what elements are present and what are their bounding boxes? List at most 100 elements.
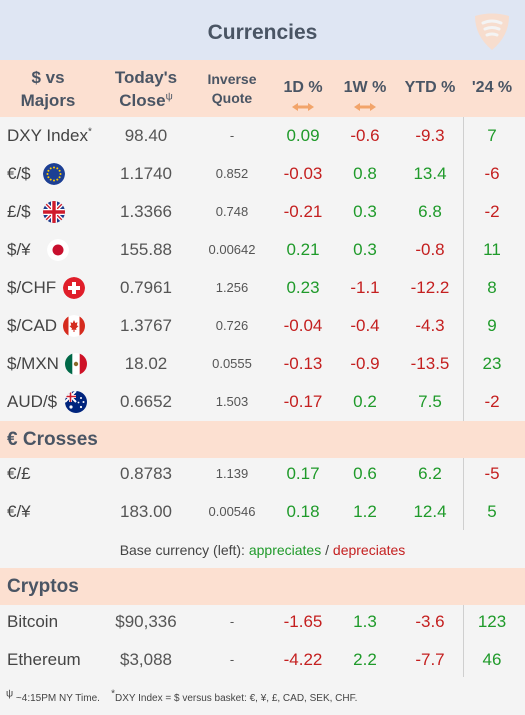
change-2024: 5 [487, 502, 497, 521]
table-row: $/CHF 0.7961 1.256 0.23 -1.1 -12.2 8 [0, 269, 525, 307]
close-value: 0.6652 [120, 392, 172, 411]
change-2024: 9 [487, 316, 497, 335]
change-ytd: 7.5 [418, 392, 442, 411]
change-ytd: -0.8 [415, 240, 445, 259]
change-1w: 0.2 [353, 392, 377, 411]
table-row: Ethereum $3,088 - -4.22 2.2 -7.7 46 [0, 641, 525, 679]
legend-separator: / [321, 542, 333, 558]
sort-arrows-icon[interactable] [292, 103, 314, 111]
table-row: £/$ 1.3366 0.748 -0.21 0.3 6.8 -2 [0, 193, 525, 231]
col-header-1w[interactable]: 1W % [343, 79, 387, 96]
close-value: 155.88 [120, 240, 172, 259]
col-header-majors: $ vs Majors [20, 68, 76, 110]
row-label: DXY Index* [7, 126, 92, 145]
change-1w: -0.9 [350, 354, 380, 373]
change-ytd: -7.7 [415, 650, 445, 669]
col-header-inverse: Inverse Quote [207, 71, 257, 106]
change-1d: -1.65 [283, 612, 323, 631]
change-1w: 1.2 [353, 502, 377, 521]
change-1w: -0.4 [350, 316, 380, 335]
change-1w: 0.6 [353, 464, 377, 483]
change-1w: 0.3 [353, 240, 377, 259]
change-1w: 0.3 [353, 202, 377, 221]
close-value: 1.1740 [120, 164, 172, 183]
row-label: $/CAD [7, 316, 58, 335]
column-header-bar [0, 60, 525, 117]
change-2024: -2 [484, 202, 500, 221]
change-ytd: -12.2 [410, 278, 450, 297]
col-header-24[interactable]: '24 % [471, 79, 513, 96]
change-2024: 11 [483, 240, 501, 259]
legend-appreciates: appreciates [248, 542, 322, 558]
change-1w: 2.2 [353, 650, 377, 669]
sort-arrows-icon[interactable] [354, 103, 376, 111]
col-header-ytd[interactable]: YTD % [404, 79, 456, 96]
change-2024: 8 [487, 278, 497, 297]
table-row: €/£ 0.8783 1.139 0.17 0.6 6.2 -5 [0, 455, 525, 493]
row-label: €/¥ [7, 502, 31, 521]
close-value: $90,336 [115, 612, 177, 631]
row-label: €/£ [7, 464, 31, 483]
section-header-cryptos: Cryptos [0, 568, 525, 605]
legend-depreciates: depreciates [332, 542, 406, 558]
footnote: ψ ~4:15PM NY Time. *DXY Index = $ versus… [6, 688, 358, 704]
table-row: €/¥ 183.00 0.00546 0.18 1.2 12.4 5 [0, 493, 525, 531]
change-1d: 0.09 [286, 126, 320, 145]
change-ytd: -3.6 [415, 612, 445, 631]
table-row: $/¥ 155.88 0.00642 0.21 0.3 -0.8 11 [0, 231, 525, 269]
inverse-value: - [229, 614, 235, 629]
change-1d: -0.13 [283, 354, 323, 373]
close-value: 1.3767 [120, 316, 172, 335]
change-1d: -4.22 [283, 650, 323, 669]
col-header-1d[interactable]: 1D % [283, 79, 323, 96]
eu-flag-icon [43, 163, 65, 185]
change-2024: 123 [477, 612, 507, 631]
close-value: 183.00 [120, 502, 172, 521]
change-ytd: -9.3 [415, 126, 445, 145]
change-2024: -2 [484, 392, 500, 411]
japan-flag-icon [47, 239, 69, 261]
change-1d: 0.17 [286, 464, 320, 483]
legend-prefix: Base currency (left): [119, 542, 249, 558]
change-ytd: 6.8 [418, 202, 442, 221]
row-label: $/MXN [7, 354, 59, 373]
change-2024: -6 [484, 164, 500, 183]
change-2024: 7 [487, 126, 497, 145]
col-header-close: Today's Closeψ [114, 68, 178, 110]
table-row: DXY Index* 98.40 - 0.09 -0.6 -9.3 7 [0, 117, 525, 155]
page-title: Currencies [207, 21, 318, 44]
change-1d: -0.03 [283, 164, 323, 183]
change-1w: 1.3 [353, 612, 377, 631]
row-label: $/CHF [7, 278, 57, 297]
brand-logo-icon [475, 13, 509, 50]
row-label: Ethereum [7, 650, 81, 669]
inverse-value: 0.748 [215, 204, 249, 219]
canada-flag-icon [63, 315, 85, 337]
change-2024: 23 [482, 354, 502, 373]
inverse-value: - [229, 652, 235, 667]
column-divider [463, 458, 464, 530]
row-label: €/$ [7, 164, 31, 183]
row-label: AUD/$ [7, 392, 58, 411]
change-ytd: 13.4 [413, 164, 447, 183]
table-row: €/$ 1.1740 0.852 -0.03 0.8 13.4 -6 [0, 155, 525, 193]
table-row: Bitcoin $90,336 - -1.65 1.3 -3.6 123 [0, 603, 525, 641]
inverse-value: 0.726 [215, 318, 249, 333]
title-bar [0, 0, 525, 60]
uk-flag-icon [43, 201, 65, 223]
inverse-value: 1.256 [215, 280, 249, 295]
column-divider [463, 605, 464, 677]
australia-flag-icon [65, 391, 87, 413]
change-1w: -1.1 [350, 278, 380, 297]
section-title: Cryptos [7, 576, 79, 597]
inverse-value: 1.503 [215, 394, 249, 409]
inverse-value: 0.00546 [208, 504, 256, 519]
change-1w: -0.6 [350, 126, 380, 145]
close-value: 0.8783 [120, 464, 172, 483]
color-legend: Base currency (left): appreciates / depr… [0, 535, 525, 565]
swiss-flag-icon [63, 277, 85, 299]
row-label: $/¥ [7, 240, 31, 259]
row-label: Bitcoin [7, 612, 59, 631]
change-ytd: -13.5 [410, 354, 450, 373]
close-value: 98.40 [124, 126, 168, 145]
